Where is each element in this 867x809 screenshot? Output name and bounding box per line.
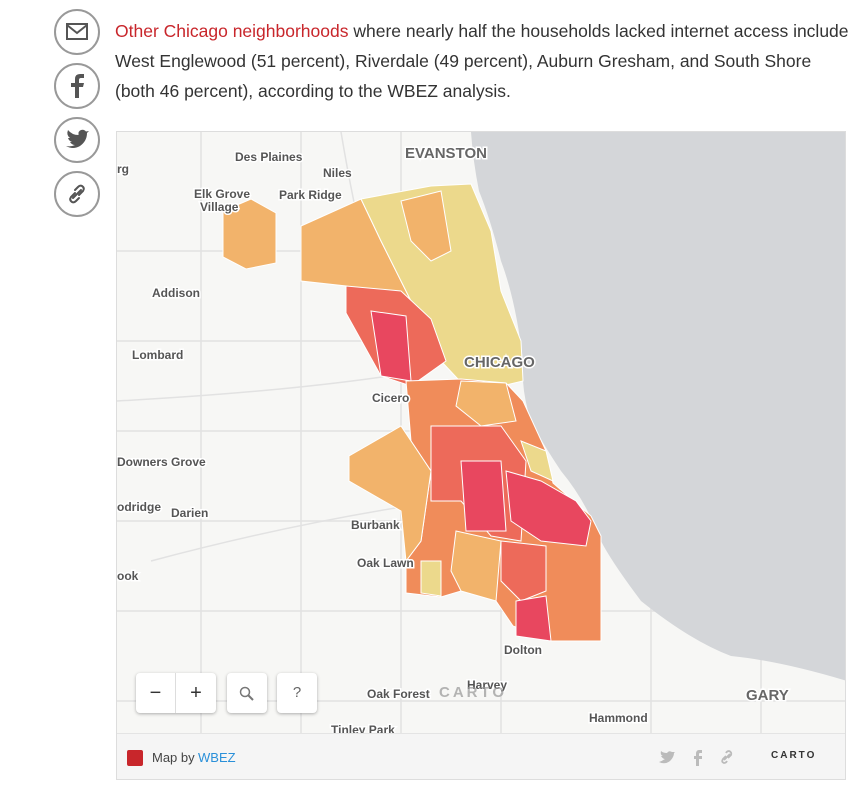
- paragraph: Other Chicago neighborhoods where nearly…: [115, 16, 850, 106]
- region: [400, 190, 452, 262]
- region: [505, 470, 592, 547]
- paragraph-text: where nearly half the households lacked …: [115, 21, 849, 101]
- footer-prefix: Map by: [152, 750, 195, 765]
- place-label: Lombard: [132, 348, 183, 362]
- facebook-button[interactable]: [53, 62, 101, 110]
- place-label: Dolton: [504, 643, 542, 657]
- zoom-out[interactable]: −: [136, 673, 176, 713]
- region: [348, 425, 432, 563]
- carto-watermark: CARTO: [439, 684, 508, 701]
- footer-share[interactable]: [657, 748, 737, 768]
- place-label: Tinley Park: [331, 723, 395, 733]
- place-label: Oak Lawn: [357, 556, 414, 570]
- email-button[interactable]: [53, 8, 101, 56]
- place-label: Hammond: [589, 711, 648, 725]
- place-label: odridge: [117, 500, 161, 514]
- place-label: ook: [117, 569, 139, 583]
- wbez-logo: [127, 750, 143, 766]
- place-label: GARY: [746, 687, 789, 704]
- map-footer: Map by WBEZ CARTO: [117, 733, 845, 779]
- zoom-in[interactable]: +: [190, 682, 202, 704]
- link-button[interactable]: [53, 170, 101, 218]
- place-label: Elk Grove: [194, 187, 250, 201]
- region: [500, 540, 547, 602]
- search-button[interactable]: [227, 673, 267, 713]
- place-label: Village: [200, 200, 239, 214]
- article-link[interactable]: Other Chicago neighborhoods: [115, 21, 349, 41]
- choropleth: [222, 183, 602, 642]
- place-label: Park Ridge: [279, 188, 342, 202]
- region: [455, 380, 517, 427]
- place-label: rg: [117, 162, 129, 176]
- place-label: Addison: [152, 286, 200, 300]
- region: [450, 530, 502, 602]
- footer-brand: CARTO: [771, 750, 817, 761]
- place-label: CHICAGO: [464, 354, 535, 371]
- place-label: Burbank: [351, 518, 400, 532]
- place-label: Cicero: [372, 391, 409, 405]
- place-label: Downers Grove: [117, 455, 206, 469]
- place-label: Des Plaines: [235, 150, 303, 164]
- place-label: Niles: [323, 166, 352, 180]
- place-label: Darien: [171, 506, 208, 520]
- map-embed: Des Plaines EVANSTON Niles rg Elk Grove Villa…: [116, 131, 846, 780]
- footer-link[interactable]: WBEZ: [198, 750, 236, 765]
- place-label: Harvey: [467, 678, 507, 692]
- region: [222, 198, 277, 270]
- map[interactable]: Des Plaines EVANSTON Niles rg Elk GroveVilla…: [117, 132, 845, 739]
- region: [520, 440, 554, 482]
- place-label: Oak Forest: [367, 687, 430, 701]
- help-button[interactable]: ?: [277, 673, 317, 713]
- region: [460, 460, 507, 532]
- region: [420, 560, 442, 597]
- zoom-control: − +: [136, 673, 216, 713]
- region: [515, 595, 552, 642]
- search-icon: [239, 686, 254, 701]
- lake-michigan: [471, 132, 845, 681]
- place-label: EVANSTON: [405, 145, 487, 162]
- twitter-button[interactable]: [53, 116, 101, 164]
